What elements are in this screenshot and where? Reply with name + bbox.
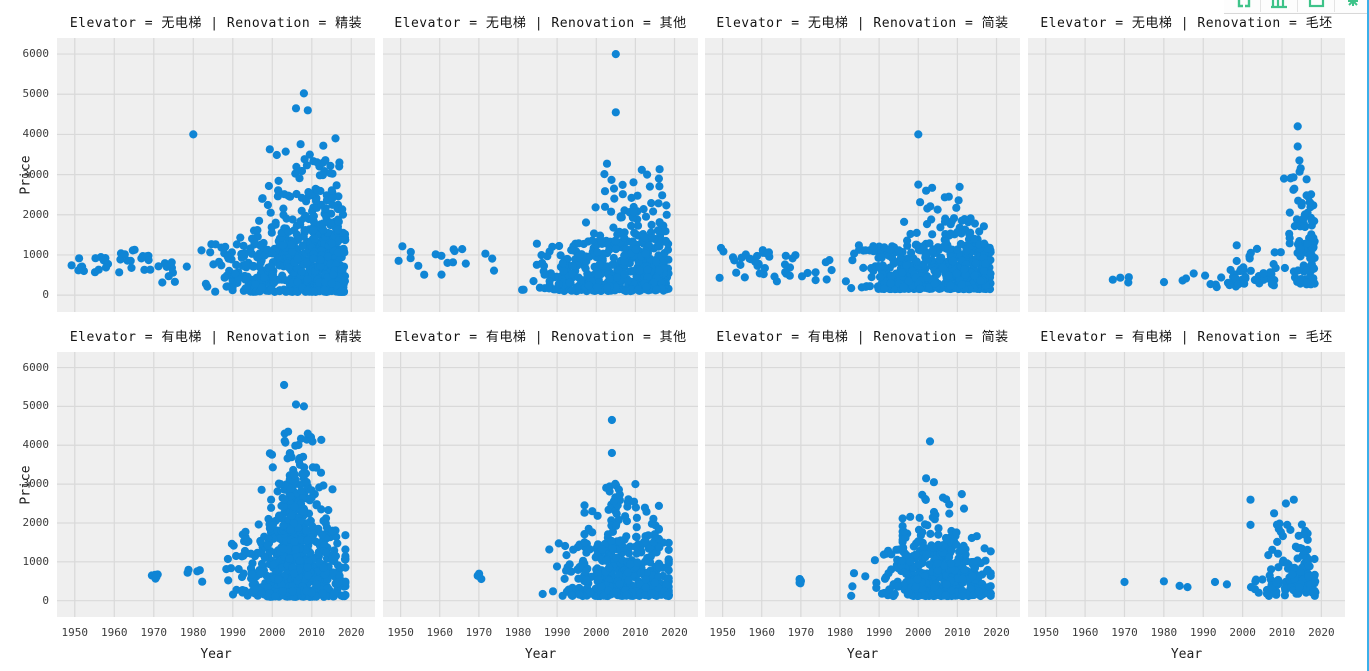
x-axis-label: Year — [200, 647, 232, 662]
x-tick-label: 1950 — [61, 626, 89, 639]
x-tick-label: 1960 — [101, 626, 128, 639]
x-tick-label: 1980 — [504, 626, 532, 639]
y-tick-label: 6000 — [22, 360, 50, 374]
x-tick-label: 2020 — [1308, 626, 1335, 639]
y-tick-label: 2000 — [22, 515, 50, 529]
x-tick-label: 1970 — [465, 626, 493, 639]
facet-title: Elevator = 有电梯 | Renovation = 简装 — [716, 330, 1009, 345]
grid-lines — [1028, 352, 1345, 617]
scatter-points — [715, 130, 995, 294]
y-tick-label: 4000 — [22, 438, 50, 452]
y-tick-label: 5000 — [22, 399, 50, 413]
facet-title: Elevator = 无电梯 | Renovation = 其他 — [394, 16, 687, 31]
facet-title: Elevator = 无电梯 | Renovation = 精装 — [69, 16, 363, 31]
scatter-plot — [1028, 38, 1345, 312]
x-tick-label: 1960 — [748, 626, 775, 639]
x-tick-label: 2000 — [905, 626, 932, 639]
x-axis-label: Year — [524, 647, 557, 662]
x-tick-label: 2000 — [1229, 626, 1256, 639]
x-tick-label: 1980 — [180, 626, 207, 639]
x-tick-label: 2010 — [944, 626, 971, 639]
x-axis-label: Year — [1170, 647, 1203, 662]
x-axis-label: Year — [846, 647, 879, 662]
y-tick-label: 1000 — [22, 554, 50, 568]
x-tick-label: 1960 — [1071, 626, 1099, 639]
x-tick-label: 2010 — [622, 626, 649, 639]
scatter-plot — [383, 352, 698, 617]
facet-title: Elevator = 无电梯 | Renovation = 毛坯 — [1040, 16, 1333, 31]
x-tick-label: 1990 — [865, 626, 893, 639]
scatter-plot — [1028, 352, 1345, 617]
scatter-points — [473, 415, 673, 601]
frame-icon[interactable] — [1297, 0, 1334, 12]
x-tick-label: 2010 — [298, 626, 326, 639]
x-tick-label: 2000 — [583, 626, 610, 639]
x-tick-label: 1950 — [387, 626, 414, 639]
x-tick-label: 2010 — [1268, 626, 1296, 639]
scatter-plot — [383, 38, 698, 312]
x-tick-label: 2020 — [338, 626, 365, 639]
scatter-points — [1120, 495, 1320, 600]
y-tick-label: 0 — [42, 288, 49, 302]
x-tick-label: 1990 — [219, 626, 247, 639]
y-tick-label: 4000 — [22, 127, 50, 141]
grid-lines — [705, 38, 1020, 312]
y-axis-label: Price — [18, 464, 34, 505]
y-tick-label: 2000 — [22, 207, 50, 221]
x-tick-label: 2020 — [661, 626, 688, 639]
scatter-points — [795, 437, 995, 601]
scatter-plot — [705, 352, 1020, 617]
x-tick-label: 1960 — [426, 626, 453, 639]
x-tick-label: 1950 — [1032, 626, 1059, 639]
x-tick-label: 1990 — [1189, 626, 1217, 639]
y-tick-label: 3000 — [22, 477, 50, 491]
scatter-plot — [705, 38, 1020, 312]
y-tick-label: 6000 — [22, 47, 50, 61]
scatter-points — [1108, 122, 1319, 292]
y-tick-label: 3000 — [22, 167, 50, 181]
scatter-plot — [57, 352, 375, 617]
y-axis-label: Price — [18, 155, 34, 195]
bar-chart-icon[interactable] — [1260, 0, 1297, 12]
x-tick-label: 2000 — [259, 626, 286, 639]
x-tick-label: 1950 — [709, 626, 736, 639]
scatter-plot — [57, 38, 375, 312]
x-tick-label: 1980 — [1150, 626, 1178, 639]
x-tick-label: 1970 — [1111, 626, 1138, 639]
panel-edge — [1367, 0, 1369, 671]
facet-title: Elevator = 无电梯 | Renovation = 简装 — [716, 16, 1009, 31]
y-tick-label: 5000 — [22, 87, 50, 101]
brackets-icon[interactable] — [1224, 0, 1260, 12]
facet-title: Elevator = 有电梯 | Renovation = 其他 — [394, 330, 687, 345]
scatter-points — [147, 380, 350, 601]
x-tick-label: 1990 — [543, 626, 571, 639]
scatter-points — [67, 89, 350, 296]
x-tick-label: 1980 — [826, 626, 854, 639]
x-tick-label: 1970 — [140, 626, 168, 639]
facet-title: Elevator = 有电梯 | Renovation = 精装 — [69, 330, 363, 345]
x-tick-label: 2020 — [983, 626, 1010, 639]
plot-toolbar — [1224, 0, 1369, 14]
facet-title: Elevator = 有电梯 | Renovation = 毛坯 — [1040, 330, 1333, 345]
settings-icon[interactable] — [1334, 0, 1369, 12]
scatter-points — [394, 50, 673, 296]
x-tick-label: 1970 — [787, 626, 815, 639]
y-tick-label: 1000 — [22, 247, 50, 261]
y-tick-label: 0 — [42, 593, 49, 607]
